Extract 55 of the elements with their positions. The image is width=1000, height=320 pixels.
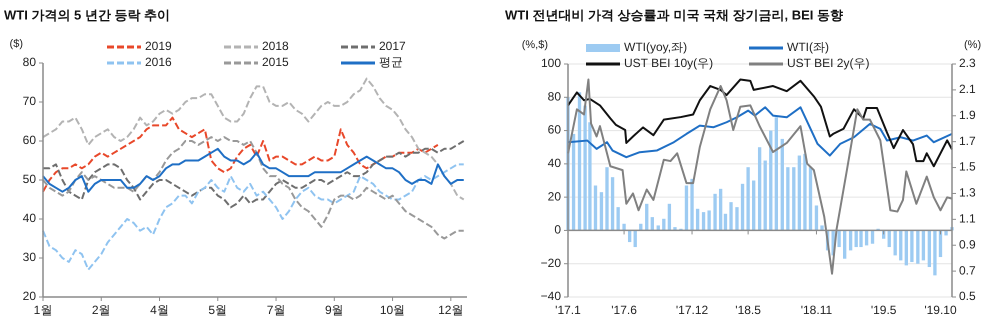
y2-tick-label: 1.9 (959, 108, 976, 122)
x-tick-label: '17.12 (676, 303, 709, 318)
y-tick-label: 60 (548, 122, 562, 137)
y-axis-title: (%,$) (522, 38, 548, 51)
y-tick-label: 20 (22, 289, 36, 304)
y-tick-label: 40 (22, 211, 36, 226)
legend-label: UST BEI 10y(우) (624, 56, 714, 70)
y-tick-label: 40 (548, 156, 562, 170)
x-tick-label: 4월 (150, 303, 169, 318)
y-tick-label: −40 (540, 289, 562, 304)
y-tick-label: −20 (540, 256, 562, 270)
legend-label: 2019 (145, 39, 172, 54)
y2-tick-label: 2.1 (959, 82, 976, 96)
x-tick-label: '17.6 (611, 303, 638, 318)
y-tick-label: 80 (22, 55, 36, 70)
legend-label: WTI(yoy,좌) (624, 40, 688, 54)
x-tick-label: '19.10 (924, 303, 957, 318)
legend-label: 2018 (262, 39, 290, 54)
x-tick-label: '18.5 (735, 303, 762, 318)
x-tick-label: 1월 (34, 303, 52, 318)
legend-label: WTI(좌) (787, 40, 829, 54)
x-tick-label: 5월 (208, 303, 228, 318)
chart-title: WTI 가격의 5 년간 등락 추이 (4, 7, 170, 22)
legend-label: 2015 (262, 55, 290, 70)
x-tick-label: 7월 (266, 303, 286, 318)
y-tick-label: 30 (22, 250, 36, 264)
y-tick-label: 0 (554, 222, 562, 237)
x-tick-label: 2월 (92, 303, 111, 318)
legend-label: 2017 (379, 39, 406, 54)
y-tick-label: 60 (22, 133, 36, 148)
y-tick-label: 100 (540, 56, 562, 70)
x-tick-label: 12월 (438, 303, 464, 318)
legend-label: 평균 (379, 55, 403, 70)
y2-tick-label: 1.1 (959, 212, 976, 226)
chart-title: WTI 전년대비 가격 상승률과 미국 국채 장기금리, BEI 동향 (505, 7, 843, 22)
x-tick-label: 10월 (380, 303, 406, 318)
y2-tick-label: 1.3 (959, 186, 976, 200)
y-tick-label: 70 (22, 94, 36, 108)
y2-tick-label: 1.5 (959, 160, 976, 174)
y-tick-label: 50 (22, 172, 36, 186)
legend-label: 2016 (145, 55, 172, 70)
legend-label: UST BEI 2y(우) (787, 56, 870, 70)
x-tick-label: 9월 (324, 303, 344, 318)
y2-axis-title: (%) (964, 38, 982, 51)
y2-tick-label: 1.7 (959, 134, 976, 148)
x-tick-label: '18.11 (800, 303, 832, 318)
y2-tick-label: 0.7 (959, 263, 976, 278)
y2-tick-label: 0.5 (959, 289, 976, 304)
x-tick-label: '19.5 (870, 303, 897, 318)
y-tick-label: 20 (548, 189, 562, 204)
y-axis-title: ($) (10, 38, 23, 50)
y2-tick-label: 0.9 (959, 237, 976, 252)
x-tick-label: '17.1 (555, 303, 582, 318)
y-tick-label: 80 (548, 89, 562, 104)
y2-tick-label: 2.3 (959, 56, 976, 70)
